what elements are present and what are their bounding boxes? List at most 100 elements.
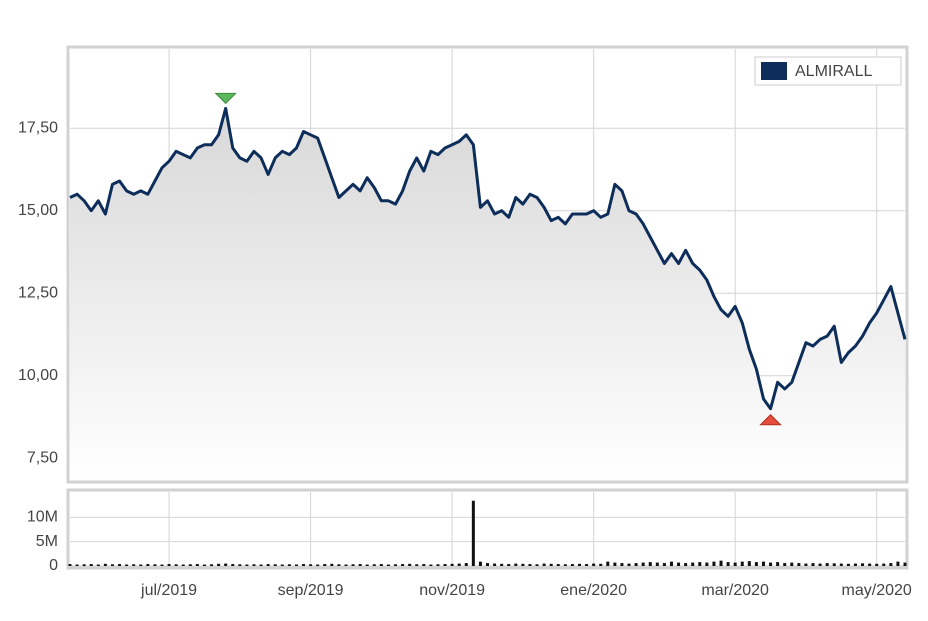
x-tick-label: may/2020 [842,582,912,599]
volume-bar [450,563,454,566]
volume-bar [790,562,794,566]
volume-bar [719,560,723,566]
volume-bar [89,564,93,566]
x-tick-label: ene/2020 [560,582,627,599]
volume-bar [429,564,433,566]
volume-bar [486,563,489,566]
volume-bar [224,563,228,566]
volume-bar [174,564,178,566]
volume-bar [493,563,497,566]
x-tick-label: mar/2020 [701,582,769,599]
volume-bar [231,564,235,566]
volume-bar [195,564,199,566]
y-tick-label: 0 [49,557,58,574]
volume-bar [599,563,603,566]
volume-bar [401,564,405,566]
volume-bar [797,563,801,566]
volume-bar [832,563,836,566]
price-line [69,106,907,411]
volume-bar [160,564,164,566]
volume-bar [280,564,284,566]
volume-bar [521,563,525,566]
volume-bar [726,562,730,566]
volume-bar [825,563,829,566]
volume-bar [705,562,709,566]
volume-bar [698,562,702,566]
x-tick-label: sep/2019 [278,582,344,599]
volume-bar [585,564,589,566]
volume-bar [478,561,482,566]
volume-bar [125,564,129,566]
volume-bar [309,564,313,566]
volume-bar [323,564,327,566]
volume-bar [139,564,143,566]
volume-bar [358,564,362,566]
volume-bar [528,564,532,566]
volume-bar [386,564,390,566]
volume-bar [549,563,553,566]
volume-bar [379,564,383,566]
volume-bar [118,564,122,566]
volume-bar [811,563,815,566]
volume-bar [330,563,334,566]
volume-bar [422,564,426,566]
volume-bar [634,563,638,566]
volume-bar [443,564,447,566]
volume-bar [202,564,206,566]
volume-bar [889,563,893,566]
x-tick-label: nov/2019 [419,582,485,599]
volume-bar [415,564,419,566]
volume-bar [457,563,461,566]
volume-bar [677,562,681,566]
volume-bar [96,564,100,566]
volume-bar [507,564,511,566]
y-tick-label: 17,50 [18,119,58,136]
y-tick-label: 7,50 [27,449,58,466]
max-marker [214,92,237,105]
volume-bar [181,564,185,566]
volume-bar [245,564,249,566]
volume-bar [238,564,242,566]
volume-bar [259,564,263,566]
y-tick-label: 10,00 [18,367,58,384]
volume-bar [740,561,744,566]
volume-bar [712,561,716,566]
volume-bar [662,563,666,566]
volume-bar [217,563,221,566]
legend-swatch [761,62,787,80]
volume-bar [337,564,341,566]
volume-bar [769,562,773,566]
volume-bar [684,563,688,566]
volume-bar [436,564,440,566]
volume-bar [882,563,886,566]
volume-bar [535,564,539,566]
volume-bar [804,563,808,566]
volume-bar [500,563,504,566]
volume-bar [620,563,624,566]
volume-bar [648,562,652,566]
volume-bar [613,562,617,566]
volume-bar [351,564,355,566]
volume-bar [556,564,560,566]
volume-bar [316,564,320,566]
price-area [70,108,905,480]
volume-bar [903,562,907,566]
y-tick-label: 10M [27,509,58,526]
volume-bar [655,562,659,566]
volume-bar [861,563,865,566]
volume-bar [754,562,758,566]
volume-bar [146,564,150,566]
volume-bar [75,564,79,566]
y-tick-label: 5M [36,533,58,550]
volume-bar [606,561,610,566]
volume-bar [733,562,737,566]
volume-bar [747,561,751,566]
volume-bar [302,564,306,566]
volume-bar [818,563,822,566]
volume-bar [287,564,291,566]
volume-bar [365,564,369,566]
volume-bar [471,500,475,566]
volume-bar [669,561,673,566]
volume-bar [896,561,900,566]
